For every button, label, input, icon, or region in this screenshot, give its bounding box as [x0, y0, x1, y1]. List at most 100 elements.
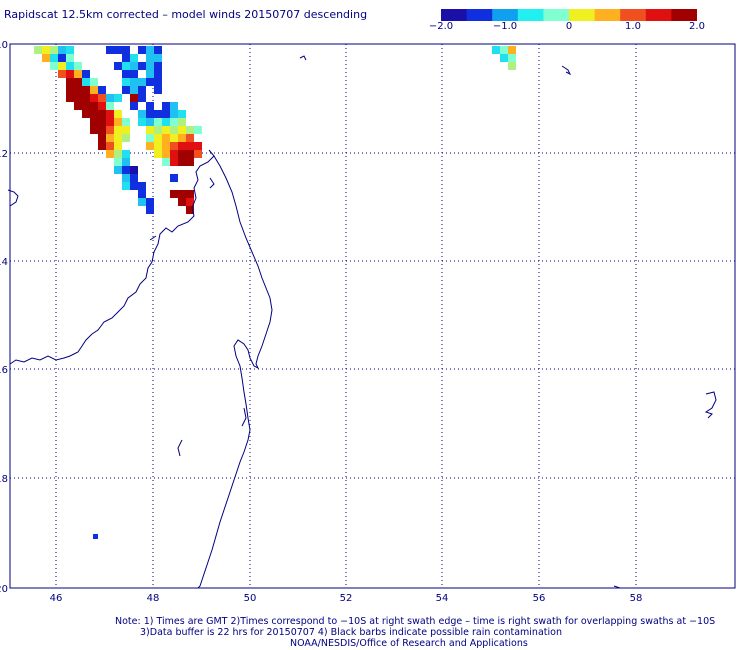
- coastline-segment: [7, 189, 19, 207]
- lat-tick-label: −12: [0, 149, 8, 160]
- wind-cell: [34, 46, 42, 54]
- lon-tick-label: 48: [147, 593, 160, 604]
- wind-cell: [194, 150, 202, 158]
- wind-cell: [130, 94, 138, 102]
- wind-cell: [50, 46, 58, 54]
- coastline-segment: [177, 439, 183, 457]
- wind-cell: [154, 126, 162, 134]
- wind-cell: [122, 166, 130, 174]
- wind-cell: [162, 118, 170, 126]
- wind-cell: [194, 142, 202, 150]
- wind-cell: [106, 94, 114, 102]
- wind-cell: [93, 534, 98, 539]
- wind-cell: [122, 54, 130, 62]
- island-outline: [561, 65, 572, 76]
- wind-cell: [146, 118, 154, 126]
- wind-cell: [508, 54, 516, 62]
- wind-cell: [106, 118, 114, 126]
- wind-cell: [146, 70, 154, 78]
- wind-cell: [146, 110, 154, 118]
- island-outline: [299, 55, 307, 61]
- wind-cell: [162, 134, 170, 142]
- wind-cell: [122, 70, 130, 78]
- colorbar-segment: [466, 9, 493, 21]
- wind-cell: [146, 126, 154, 134]
- wind-cell: [114, 166, 122, 174]
- wind-cell: [154, 150, 162, 158]
- wind-cell: [74, 102, 82, 110]
- wind-cell: [162, 150, 170, 158]
- wind-cell: [122, 134, 130, 142]
- wind-cell: [186, 134, 194, 142]
- wind-cell: [122, 126, 130, 134]
- colorbar-segment: [620, 9, 647, 21]
- wind-cell: [146, 142, 154, 150]
- wind-cell: [90, 110, 98, 118]
- madagascar-east-coastline: [197, 155, 273, 589]
- wind-cell: [170, 158, 178, 166]
- wind-cell: [170, 102, 178, 110]
- wind-cell: [66, 86, 74, 94]
- wind-cell: [114, 142, 122, 150]
- wind-cell: [178, 198, 186, 206]
- lon-tick-label: 56: [533, 593, 546, 604]
- wind-cell: [170, 118, 178, 126]
- wind-cell: [58, 46, 66, 54]
- wind-cell: [138, 62, 146, 70]
- wind-cell: [74, 62, 82, 70]
- wind-cell: [114, 150, 122, 158]
- wind-cell: [154, 54, 162, 62]
- wind-cell: [66, 70, 74, 78]
- wind-cell: [106, 142, 114, 150]
- wind-cell: [130, 102, 138, 110]
- wind-diff-cells: [34, 46, 516, 539]
- wind-cell: [146, 78, 154, 86]
- wind-cell: [58, 70, 66, 78]
- wind-cell: [74, 70, 82, 78]
- wind-cell: [122, 158, 130, 166]
- wind-cell: [178, 134, 186, 142]
- wind-cell: [82, 94, 90, 102]
- wind-cell: [508, 62, 516, 70]
- colorbar-label-min: −2.0: [428, 21, 454, 32]
- wind-cell: [178, 158, 186, 166]
- wind-cell: [170, 190, 178, 198]
- wind-cell: [130, 54, 138, 62]
- wind-cell: [178, 190, 186, 198]
- wind-cell: [186, 206, 194, 214]
- colorbar-segment: [671, 9, 697, 21]
- coastline-segment: [209, 177, 215, 189]
- wind-cell: [114, 110, 122, 118]
- lat-tick-label: −18: [0, 474, 8, 485]
- wind-cell: [50, 54, 58, 62]
- wind-cell: [186, 126, 194, 134]
- wind-cell: [138, 110, 146, 118]
- wind-cell: [98, 94, 106, 102]
- wind-cell: [122, 174, 130, 182]
- lon-tick-label: 58: [630, 593, 643, 604]
- wind-cell: [154, 134, 162, 142]
- wind-cell: [106, 102, 114, 110]
- wind-cell: [98, 86, 106, 94]
- wind-cell: [170, 142, 178, 150]
- wind-cell: [138, 94, 146, 102]
- wind-cell: [162, 126, 170, 134]
- wind-cell: [106, 134, 114, 142]
- wind-cell: [138, 198, 146, 206]
- wind-cell: [82, 86, 90, 94]
- wind-cell: [106, 110, 114, 118]
- wind-cell: [90, 94, 98, 102]
- wind-cell: [114, 94, 122, 102]
- plot-frame: [9, 43, 736, 589]
- colorbar: [441, 9, 697, 21]
- wind-cell: [82, 102, 90, 110]
- wind-cell: [130, 182, 138, 190]
- wind-cell: [122, 86, 130, 94]
- wind-cell: [66, 62, 74, 70]
- wind-cell: [130, 86, 138, 94]
- wind-cell: [500, 46, 508, 54]
- colorbar-segment: [594, 9, 621, 21]
- wind-cell: [162, 102, 170, 110]
- colorbar-segment: [492, 9, 519, 21]
